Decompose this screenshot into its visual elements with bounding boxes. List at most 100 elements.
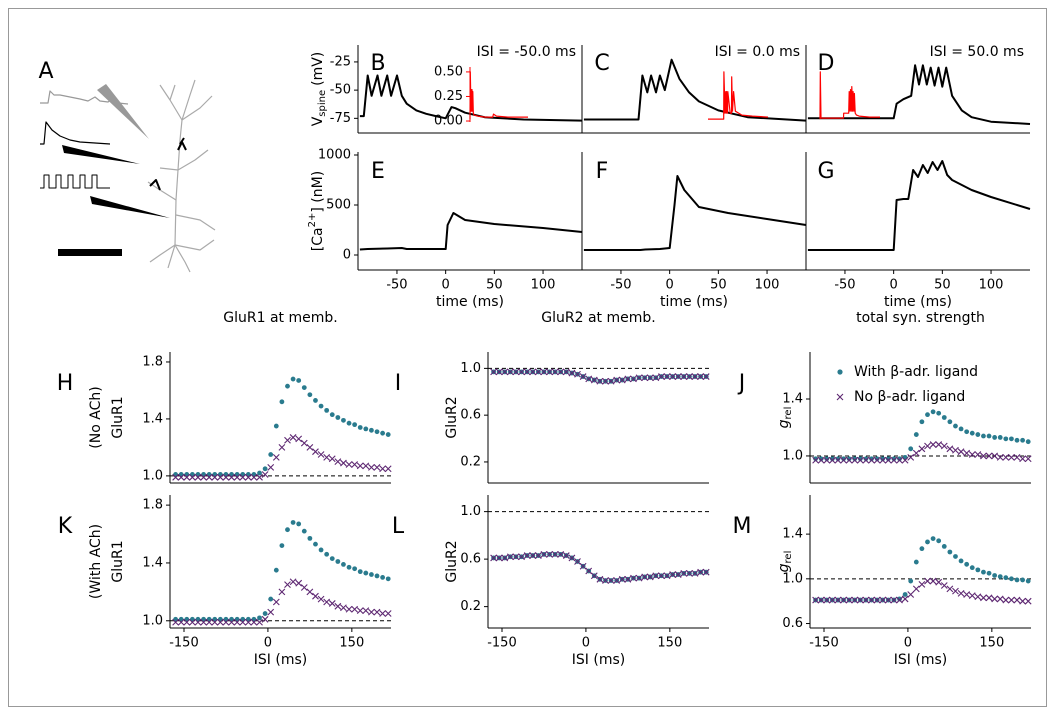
x-tick-label: -50 <box>610 278 631 293</box>
legend-marker <box>836 393 844 401</box>
x-marker <box>362 462 370 470</box>
legend-label: With β-adr. ligand <box>854 364 978 380</box>
x-marker <box>957 448 965 456</box>
x-marker <box>306 444 314 451</box>
x-marker <box>901 456 909 464</box>
x-marker <box>896 596 903 604</box>
y-axis-label: GluR1 <box>110 540 126 582</box>
x-marker <box>562 368 570 376</box>
x-marker <box>890 596 898 604</box>
x-marker <box>261 471 269 478</box>
dot-marker <box>357 425 363 430</box>
x-tick-label: 150 <box>657 636 682 651</box>
dot-marker <box>897 456 902 462</box>
x-marker <box>663 572 671 580</box>
x-marker <box>674 373 682 380</box>
dot-marker <box>268 596 274 602</box>
x-tick-label: -150 <box>169 636 199 651</box>
setup-diagram <box>40 79 216 273</box>
x-marker <box>183 618 191 626</box>
dot-marker <box>313 398 318 403</box>
x-marker <box>884 596 892 604</box>
y-tick-label: 1000 <box>318 148 351 163</box>
x-marker <box>974 451 982 458</box>
dot-marker <box>279 543 285 548</box>
legend-label: No β-adr. ligand <box>854 389 965 405</box>
x-marker <box>697 568 704 576</box>
x-marker <box>188 618 196 626</box>
dot-marker <box>1020 437 1026 443</box>
inset-trace <box>819 71 880 120</box>
x-marker <box>901 595 909 603</box>
x-marker <box>512 368 520 376</box>
x-marker <box>300 439 308 447</box>
x-marker <box>991 452 999 460</box>
x-marker <box>194 473 202 481</box>
dot-marker <box>936 410 942 416</box>
y-tick-label: -75 <box>330 111 351 126</box>
x-marker <box>918 445 926 453</box>
dot-marker <box>1014 577 1020 583</box>
dot-marker <box>374 429 380 435</box>
dot-marker <box>374 573 380 579</box>
x-tick-label: 50 <box>486 278 503 293</box>
x-axis-label: ISI (ms) <box>254 652 307 668</box>
x-marker <box>222 618 230 626</box>
x-marker <box>323 453 331 461</box>
x-marker <box>205 473 213 481</box>
y-tick-label: -50 <box>330 83 351 98</box>
column-title: GluR2 at memb. <box>541 310 655 326</box>
y-tick-label: 0.25 <box>434 89 463 104</box>
x-tick-label: 100 <box>979 278 1004 293</box>
x-marker <box>840 456 847 464</box>
x-marker <box>261 615 269 623</box>
dot-marker <box>1020 577 1026 583</box>
dot-marker <box>975 567 981 573</box>
x-marker <box>546 368 553 376</box>
x-marker <box>200 473 207 481</box>
x-marker <box>918 581 926 588</box>
x-marker <box>177 473 185 481</box>
x-marker <box>523 368 531 376</box>
x-marker <box>267 608 275 616</box>
dot-marker <box>919 419 925 425</box>
y-axis-label: Vspine (mV) <box>310 52 328 127</box>
x-marker <box>924 577 931 585</box>
x-marker <box>663 373 671 380</box>
y-tick-label: 1.4 <box>782 391 803 406</box>
x-marker <box>373 463 381 471</box>
panel-letter: F <box>596 159 609 184</box>
dot-marker <box>958 558 964 564</box>
dot-marker <box>997 435 1003 440</box>
panel-letter: E <box>371 159 385 184</box>
x-marker <box>912 585 920 593</box>
x-marker <box>935 578 943 586</box>
x-tick-label: -50 <box>834 278 855 293</box>
dot-marker <box>913 432 919 437</box>
x-marker <box>300 584 308 591</box>
x-marker <box>1013 453 1021 461</box>
x-marker <box>873 456 881 464</box>
x-marker <box>1024 597 1032 605</box>
x-tick-label: 150 <box>339 636 364 651</box>
x-marker <box>980 594 987 602</box>
x-marker <box>602 577 609 584</box>
dot-marker <box>279 399 285 405</box>
dot-marker <box>257 615 262 621</box>
x-marker <box>345 605 353 613</box>
x-marker <box>851 456 859 464</box>
x-marker <box>172 473 179 481</box>
x-marker <box>669 373 677 380</box>
y-tick-label: 1.4 <box>142 555 163 570</box>
x-marker <box>856 456 864 464</box>
y-tick-label: 0.6 <box>460 552 481 567</box>
dot-marker <box>385 432 391 437</box>
y-axis-label: GluR2 <box>444 540 460 582</box>
x-marker <box>946 585 954 593</box>
x-marker <box>183 473 191 481</box>
x-marker <box>188 473 196 481</box>
x-marker <box>834 456 842 464</box>
x-marker <box>817 456 825 464</box>
x-marker <box>879 456 887 464</box>
x-tick-label: 0 <box>582 636 590 651</box>
